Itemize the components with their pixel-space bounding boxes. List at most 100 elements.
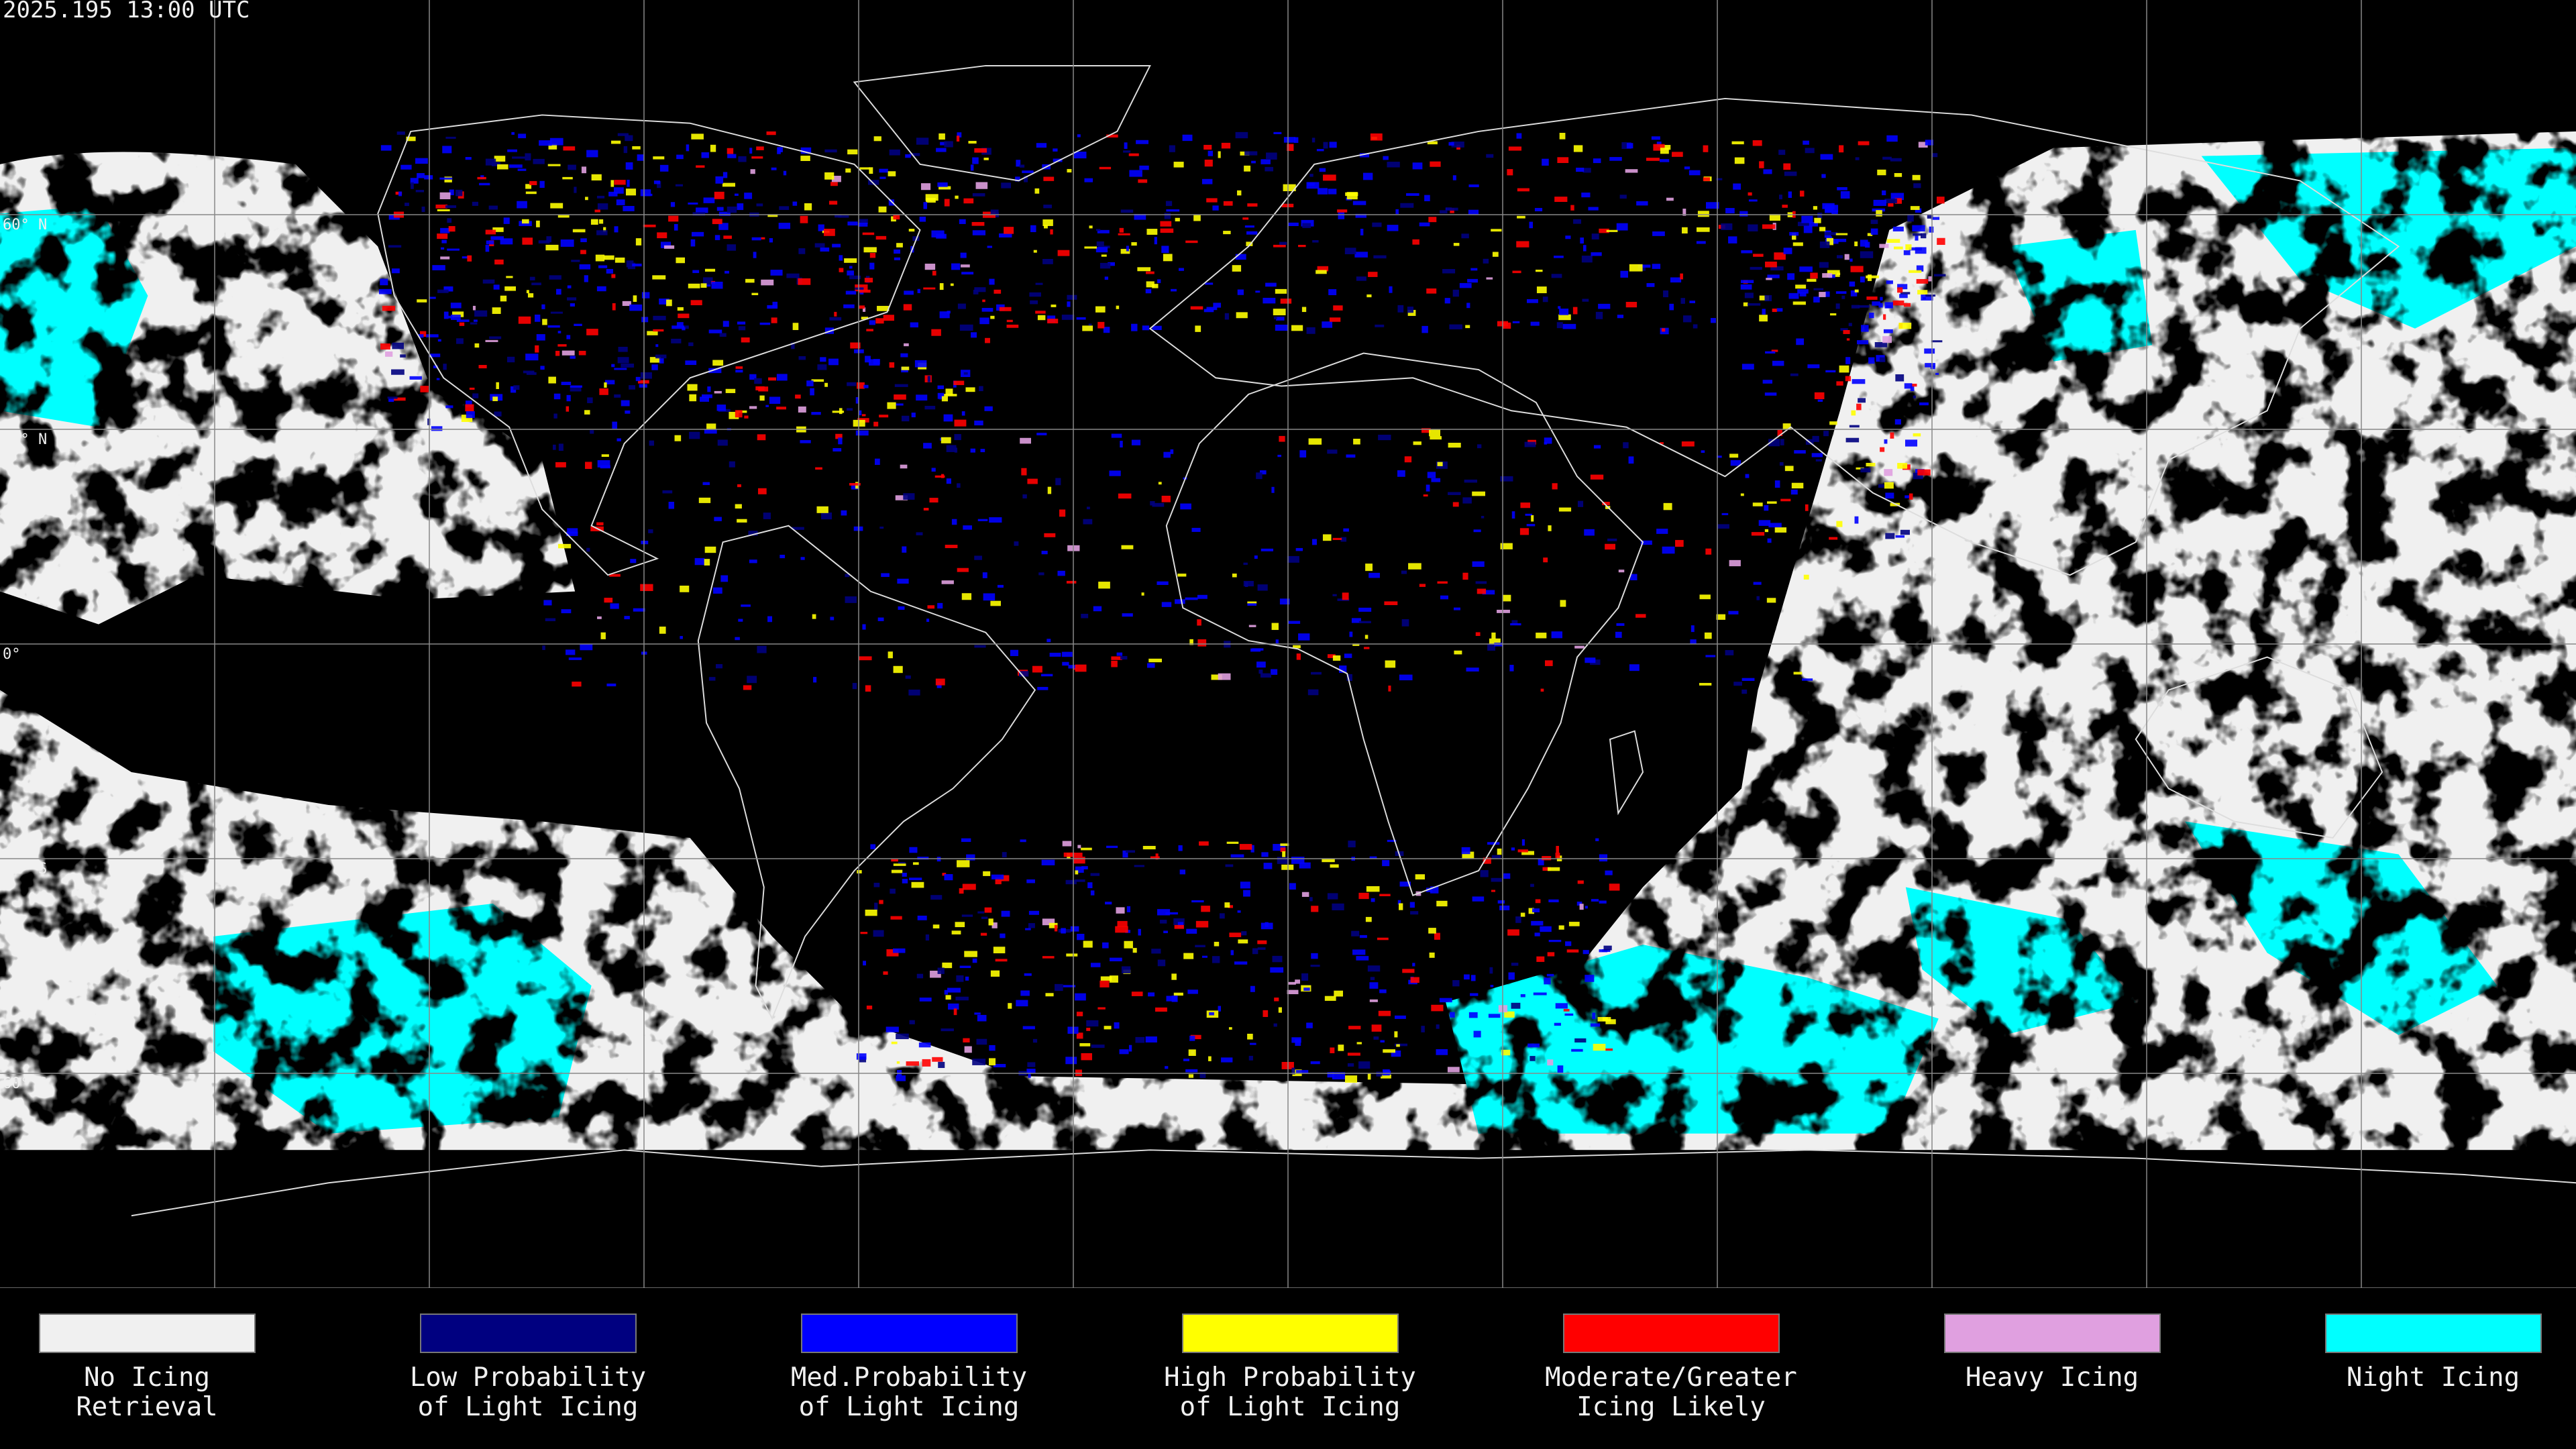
speckle [568,657,582,660]
speckle [1160,221,1172,227]
speckle [1462,572,1468,580]
speckle [1301,892,1309,897]
speckle [431,426,443,431]
speckle [1653,144,1665,151]
speckle [706,423,716,430]
speckle [983,593,996,601]
speckle [1450,208,1454,213]
legend-label: Med.Probability [791,1362,1027,1393]
speckle [517,168,527,171]
speckle [580,643,593,651]
speckle [1517,188,1529,192]
speckle [1008,1003,1012,1009]
speckle [1152,325,1162,331]
speckle [1255,290,1260,293]
speckle [859,656,872,661]
speckle [857,222,868,227]
speckle [1916,278,1929,284]
speckle [1329,142,1337,148]
speckle [1053,158,1063,162]
speckle [828,358,839,366]
legend-label: of Light Icing [799,1392,1020,1422]
speckle [738,326,746,331]
speckle [1055,983,1063,991]
speckle [1382,860,1390,867]
speckle [891,1041,898,1044]
speckle [939,311,950,319]
speckle [1022,1026,1035,1030]
speckle [944,141,953,148]
speckle [1311,138,1316,143]
speckle [1860,251,1874,258]
speckle [1598,303,1611,309]
speckle [543,600,552,606]
speckle [1375,324,1385,327]
speckle [1607,538,1617,541]
speckle [1100,976,1112,981]
speckle [1524,441,1536,447]
speckle [1890,158,1902,162]
speckle [1758,520,1771,526]
speckle [767,305,778,309]
speckle [655,354,667,359]
speckle [1870,219,1878,224]
speckle [1022,170,1034,174]
speckle [1142,845,1156,850]
speckle [888,199,895,206]
speckle [800,440,811,443]
speckle [946,445,957,452]
speckle [496,382,499,389]
speckle [1898,323,1912,329]
speckle [703,277,713,284]
speckle [761,279,774,286]
speckle [1774,480,1780,488]
speckle [1619,195,1627,199]
speckle [1835,303,1840,309]
speckle [1797,221,1811,227]
timestamp: 2025.195 13:00 UTC [3,0,250,23]
speckle [1271,669,1278,675]
speckle [1483,258,1489,264]
speckle [1895,374,1904,382]
speckle [641,292,650,299]
speckle [572,229,586,233]
speckle [1542,867,1551,871]
speckle [1774,527,1787,533]
speckle [981,916,988,919]
speckle [563,146,576,151]
speckle [1322,321,1333,328]
speckle [1717,524,1729,529]
speckle [715,176,724,184]
speckle [1888,203,1894,207]
speckle [1512,321,1520,323]
speckle [1535,269,1543,272]
speckle [1682,315,1692,323]
speckle [1163,451,1171,458]
speckle [866,1006,873,1010]
speckle [1032,665,1042,673]
speckle [920,183,931,191]
speckle [1219,913,1225,919]
speckle [1904,383,1913,389]
speckle [691,231,704,237]
speckle [1026,879,1035,883]
speckle [1287,555,1299,563]
speckle [972,230,986,235]
speckle [406,136,416,142]
speckle [1813,297,1820,303]
speckle [856,1053,867,1060]
speckle [448,226,455,232]
speckle [1682,209,1686,216]
speckle [1098,582,1110,589]
speckle [1318,188,1328,195]
speckle [659,358,664,364]
speckle [779,206,790,210]
speckle [1190,1034,1201,1040]
speckle [1121,545,1134,549]
speckle [1397,900,1401,905]
speckle [703,284,711,287]
speckle [1412,162,1423,170]
speckle [538,240,550,244]
speckle [1283,137,1296,143]
speckle [641,541,649,545]
